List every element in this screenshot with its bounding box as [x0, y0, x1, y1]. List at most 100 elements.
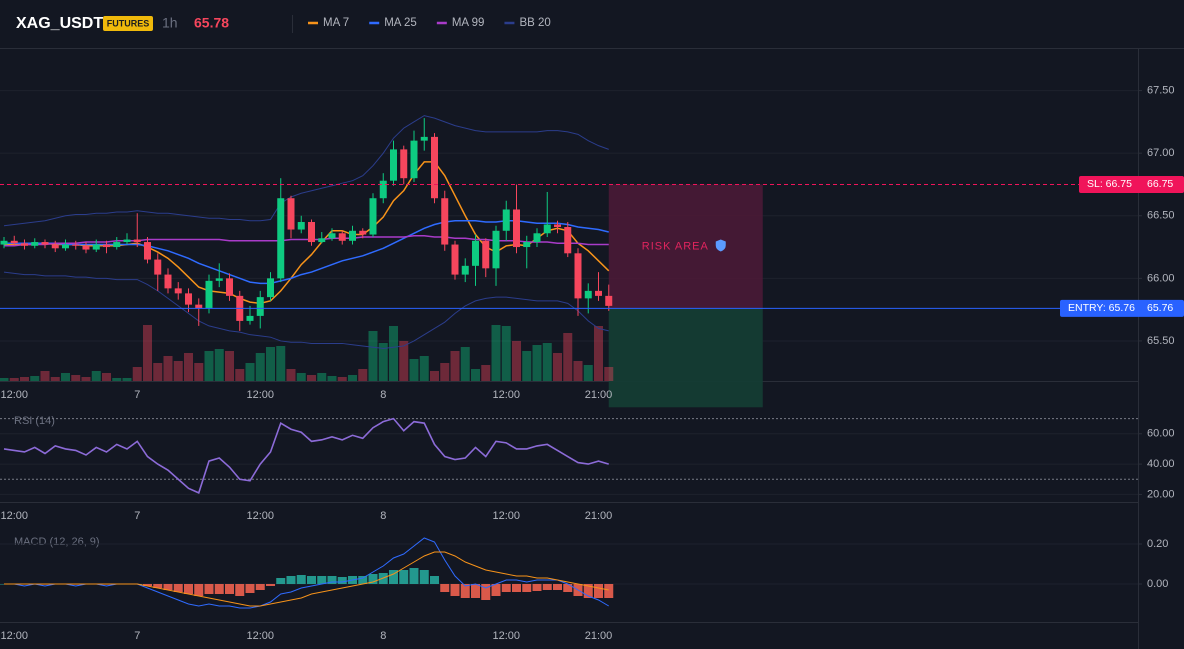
macd-hist-bar — [368, 574, 378, 584]
candle-body — [154, 259, 162, 275]
volume-bar — [327, 376, 337, 381]
candle-body — [472, 240, 479, 266]
x-tick-label: 7 — [134, 389, 140, 401]
macd-hist-bar — [358, 576, 368, 584]
candle-body — [359, 230, 367, 235]
candle-body — [533, 233, 541, 243]
overlay-line — [3, 271, 609, 349]
volume-bar — [235, 369, 245, 381]
candle-body — [595, 290, 602, 296]
candle-body — [482, 240, 490, 269]
legend-label: MA 99 — [452, 17, 485, 29]
candle-body — [318, 238, 326, 243]
x-tick-label: 12:00 — [0, 389, 28, 401]
volume-bar — [553, 353, 562, 381]
macd-hist-bar — [491, 584, 501, 596]
volume-bar — [522, 351, 532, 381]
macd-hist-bar — [235, 584, 245, 596]
volume-bar — [450, 351, 460, 381]
shield-icon — [715, 239, 726, 252]
x-tick-label: 12:00 — [246, 630, 274, 642]
volume-bar — [348, 375, 357, 381]
entry-axis-label: 65.76 — [1147, 302, 1173, 314]
volume-bar — [245, 363, 255, 381]
candle-body — [328, 233, 336, 239]
macd-hist-bar — [337, 577, 347, 584]
candle-body — [174, 288, 182, 294]
x-tick-label: 12:00 — [492, 389, 520, 401]
candle-body — [246, 315, 254, 321]
volume-bar — [563, 333, 573, 381]
candle-body — [185, 293, 192, 305]
macd-hist-bar — [255, 584, 265, 590]
candle-body — [256, 297, 264, 316]
sl-axis-label: 66.75 — [1147, 178, 1173, 190]
volume-bar — [132, 367, 142, 381]
candle-body — [31, 242, 39, 246]
macd-hist-bar — [419, 570, 429, 584]
y-tick-label: 66.00 — [1147, 272, 1175, 284]
macd-hist-bar — [173, 584, 183, 592]
macd-hist-bar — [163, 584, 173, 590]
entry-tag-label: ENTRY: 65.76 — [1068, 302, 1135, 314]
volume-bar — [71, 375, 81, 381]
volume-bar — [276, 346, 286, 381]
macd-hist-bar — [542, 584, 552, 590]
legend-label: MA 25 — [384, 17, 417, 29]
macd-hist-bar — [471, 584, 480, 598]
legend-label: BB 20 — [519, 17, 550, 29]
volume-bar — [594, 326, 603, 381]
macd-hist-bar — [245, 584, 255, 593]
candle-body — [21, 243, 28, 246]
risk-label: RISK AREA — [642, 240, 709, 252]
candle-body — [144, 242, 151, 260]
macd-hist-bar — [532, 584, 542, 591]
volume-bar — [440, 363, 450, 381]
candle-body — [564, 227, 572, 254]
macd-line — [4, 551, 609, 607]
x-tick-label: 12:00 — [0, 510, 28, 522]
badge-bg — [103, 16, 153, 31]
macd-hist-bar — [153, 584, 163, 588]
volume-bar — [225, 351, 234, 381]
volume-bar — [81, 377, 91, 381]
y-tick-label: 20.00 — [1147, 488, 1175, 500]
y-tick-label: 60.00 — [1147, 428, 1175, 440]
x-tick-label: 21:00 — [585, 630, 613, 642]
y-tick-label: 0.20 — [1147, 538, 1168, 550]
volume-bar — [143, 325, 152, 381]
sl-tag — [1079, 175, 1184, 193]
x-tick-label: 7 — [134, 630, 140, 642]
candle-body — [133, 239, 141, 243]
volume-bar — [30, 376, 40, 381]
overlay-line — [3, 115, 609, 227]
macd-title: MACD (12, 26, 9) — [14, 536, 100, 548]
x-tick-label: 12:00 — [246, 389, 274, 401]
volume-bar — [409, 359, 419, 381]
macd-hist-bar — [194, 584, 204, 596]
legend-label: MA 7 — [323, 17, 349, 29]
volume-bar — [491, 325, 501, 381]
x-tick-label: 8 — [380, 630, 386, 642]
volume-bar — [184, 353, 193, 381]
candle-body — [431, 136, 438, 199]
macd-hist-bar — [409, 568, 419, 584]
candle-body — [420, 136, 428, 141]
volume-bar — [419, 356, 429, 381]
volume-bar — [389, 326, 398, 381]
macd-hist-bar — [184, 584, 193, 594]
last-price: 65.78 — [194, 15, 229, 31]
rsi-title: RSI (14) — [14, 415, 55, 427]
x-tick-label: 8 — [380, 510, 386, 522]
legend: MA 7 MA 25 MA 99 BB 20 — [308, 17, 551, 29]
candle-body — [72, 244, 80, 246]
volume-bar — [40, 371, 50, 381]
volume-bar — [61, 373, 70, 381]
sl-tag-label: SL: 66.75 — [1087, 178, 1132, 190]
symbol: XAG_USDT — [16, 15, 103, 32]
volume-bar — [112, 378, 122, 381]
macd-hist-bar — [276, 578, 286, 584]
macd-hist-bar — [143, 584, 152, 586]
candle-body — [605, 295, 613, 306]
volume-bar — [583, 365, 593, 381]
